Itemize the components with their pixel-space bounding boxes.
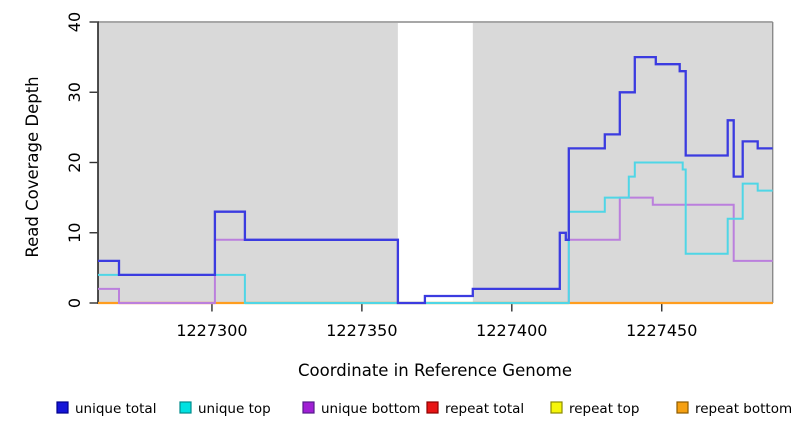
shaded-region: [472, 23, 773, 303]
series-line-unique_total: [98, 55, 773, 305]
series-line-unique_top: [98, 161, 773, 304]
legend: unique total unique top unique bottom repea…: [56, 401, 792, 417]
y-tick-label-10: 10: [65, 223, 84, 243]
legend-swatch-repeat-top: [550, 401, 563, 414]
y-tick-label-0: 0: [65, 298, 84, 308]
legend-label-unique-bottom: unique bottom: [321, 401, 420, 417]
legend-label-repeat-top: repeat top: [569, 401, 639, 417]
x-tick-label-1227400: 1227400: [476, 321, 547, 340]
y-tick-label-30: 30: [65, 82, 84, 102]
legend-swatch-unique-total: [56, 401, 69, 414]
legend-label-repeat-bottom: repeat bottom: [695, 401, 792, 417]
x-tick-label-1227300: 1227300: [176, 321, 247, 340]
legend-swatch-unique-top: [179, 401, 192, 414]
x-axis-title: Coordinate in Reference Genome: [298, 361, 572, 380]
legend-swatch-unique-bottom: [302, 401, 315, 414]
shaded-region: [98, 23, 398, 303]
y-tick-label-20: 20: [65, 152, 84, 172]
x-tick-label-1227350: 1227350: [326, 321, 397, 340]
y-axis-title: Read Coverage Depth: [23, 76, 42, 257]
legend-label-unique-total: unique total: [75, 401, 156, 417]
legend-label-unique-top: unique top: [198, 401, 271, 417]
chart-layers: 1227300 1227350 1227400 1227450 0 10 20 30 40: [65, 12, 774, 340]
legend-swatch-repeat-total: [426, 401, 439, 414]
legend-label-repeat-total: repeat total: [445, 401, 524, 417]
legend-swatch-repeat-bottom: [676, 401, 689, 414]
y-tick-label-40: 40: [65, 12, 84, 32]
x-tick-label-1227450: 1227450: [626, 321, 697, 340]
